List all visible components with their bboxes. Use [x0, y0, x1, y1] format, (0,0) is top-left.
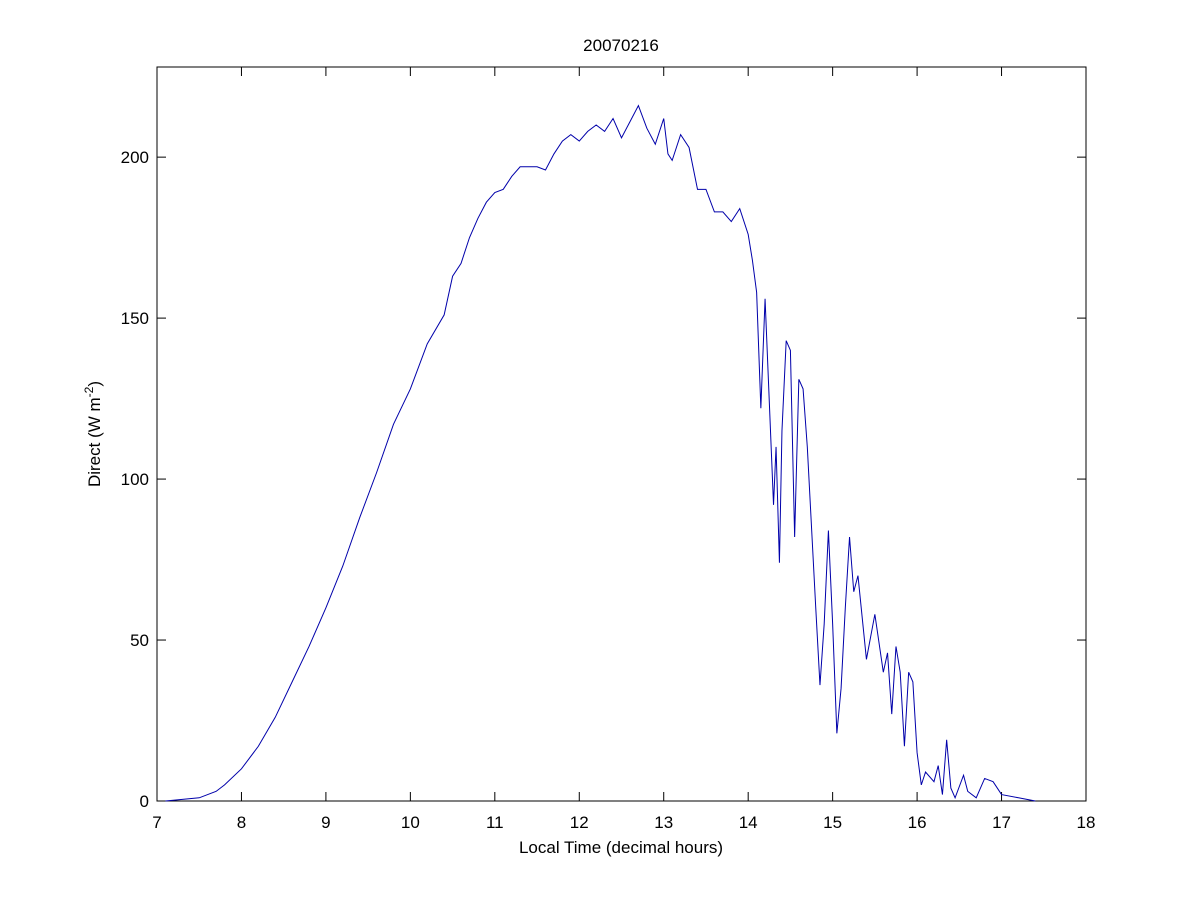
y-label-sup: -2 — [82, 386, 96, 397]
y-tick-label: 0 — [140, 792, 149, 811]
x-tick-label: 10 — [401, 813, 420, 832]
plot-frame — [156, 66, 1087, 802]
y-tick-label: 150 — [121, 309, 149, 328]
x-tick-label: 16 — [908, 813, 927, 832]
x-tick-label: 11 — [486, 813, 504, 832]
y-tick-label: 100 — [121, 470, 149, 489]
x-tick-label: 14 — [739, 813, 758, 832]
x-tick-label: 12 — [570, 813, 589, 832]
x-tick-label: 7 — [152, 813, 161, 832]
x-tick-label: 9 — [321, 813, 330, 832]
x-tick-label: 15 — [823, 813, 842, 832]
x-axis-label: Local Time (decimal hours) — [519, 838, 723, 857]
y-tick-label: 50 — [130, 631, 149, 650]
x-tick-label: 18 — [1077, 813, 1096, 832]
y-tick-label: 200 — [121, 148, 149, 167]
data-line — [165, 104, 1036, 802]
chart-title: 20070216 — [583, 36, 659, 55]
y-label-base: Direct (W m — [85, 397, 104, 487]
x-tick-label: 17 — [992, 813, 1011, 832]
y-label-end: ) — [85, 381, 104, 387]
x-tick-label: 13 — [654, 813, 673, 832]
y-axis-label: Direct (W m-2) — [82, 381, 104, 487]
x-tick-label: 8 — [237, 813, 246, 832]
